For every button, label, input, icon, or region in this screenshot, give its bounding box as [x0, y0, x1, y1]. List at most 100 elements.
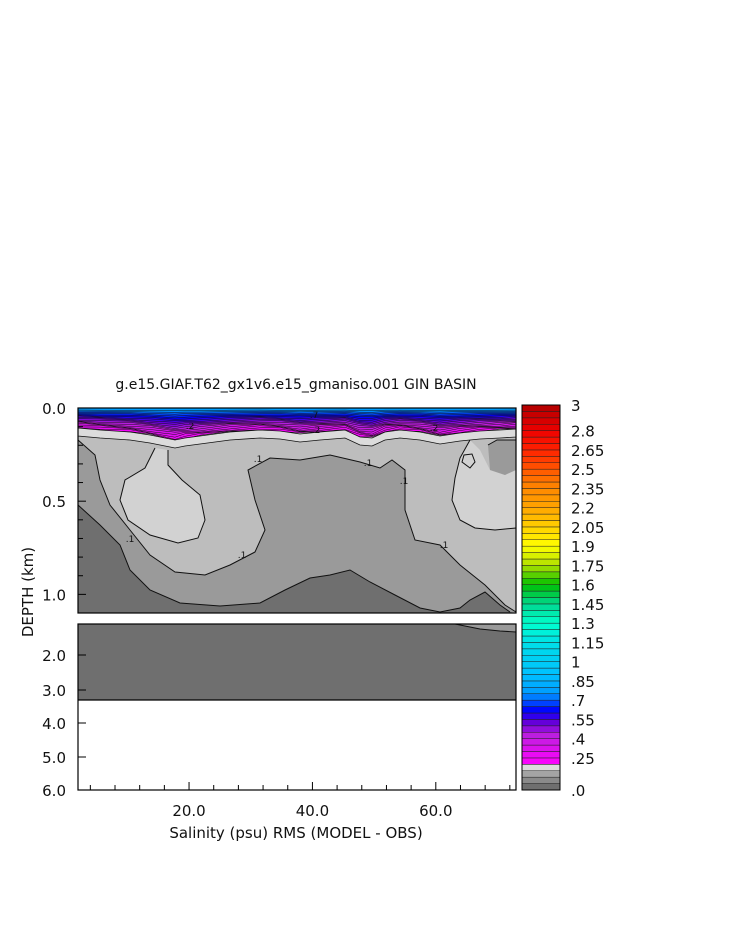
colorbar-swatch [521, 642, 561, 650]
colorbar-label: 1.15 [571, 634, 604, 652]
contour-labels: .7 .2 .2 .2 .1 .1 .1 .1 .1 .1 [126, 411, 449, 561]
colorbar-swatch [521, 488, 561, 496]
colorbar-label: 2.05 [571, 519, 604, 537]
colorbar-swatch [521, 764, 561, 771]
contour-label: .1 [400, 477, 409, 487]
colorbar-swatch [521, 513, 561, 521]
colorbar-swatch [521, 456, 561, 464]
colorbar-swatch [521, 417, 561, 425]
colorbar-swatch [521, 629, 561, 637]
colorbar-label: 1.9 [571, 538, 595, 556]
contour-region-mid [78, 440, 516, 612]
y-tick-label: 4.0 [42, 715, 66, 733]
colorbar-swatch [521, 635, 561, 643]
colorbar-swatch [521, 571, 561, 579]
colorbar-swatch [521, 565, 561, 573]
colorbar-swatch [521, 436, 561, 444]
colorbar-swatch [521, 744, 561, 752]
x-axis-label: Salinity (psu) RMS (MODEL - OBS) [169, 824, 422, 842]
colorbar-swatch [521, 494, 561, 502]
colorbar-swatch [521, 732, 561, 739]
colorbar-swatch [521, 462, 561, 470]
colorbar-swatch [521, 411, 561, 419]
colorbar-swatch [521, 558, 561, 566]
y-tick-label: 0.0 [42, 400, 66, 418]
y-tick-label: 0.5 [42, 493, 66, 511]
contour-label: .2 [186, 422, 195, 432]
contour-region-low [78, 505, 516, 613]
y-axis-label: DEPTH (km) [19, 547, 37, 637]
contour-label: .2 [312, 426, 321, 436]
colorbar-swatch [521, 584, 561, 592]
colorbar-swatch [521, 526, 561, 534]
contour-label: .7 [310, 411, 319, 421]
colorbar-swatch [521, 674, 561, 682]
colorbar-label: 2.65 [571, 442, 604, 460]
colorbar-swatch [521, 738, 561, 746]
colorbar-swatch [521, 501, 561, 508]
contour-region-light-patch [462, 454, 475, 468]
chart-title: g.e15.GIAF.T62_gx1v6.e15_gmaniso.001 GIN… [115, 377, 476, 393]
contour-region-mid-patch [488, 440, 516, 475]
colorbar-swatch [521, 424, 561, 431]
colorbar-swatch [521, 770, 561, 778]
colorbar-swatch [521, 590, 561, 598]
contour-label: .2 [430, 424, 439, 434]
contour-label: .1 [364, 459, 373, 469]
contour-label: .1 [440, 541, 449, 551]
y-tick-label: 2.0 [42, 647, 66, 665]
colorbar-swatch [521, 687, 561, 694]
colorbar-swatch [521, 603, 561, 611]
colorbar-swatch [521, 597, 561, 605]
colorbar-swatch [521, 520, 561, 528]
colorbar: 32.82.652.52.352.22.051.91.751.61.451.31… [521, 397, 604, 800]
colorbar-label: .25 [571, 750, 595, 768]
colorbar-swatch [521, 783, 561, 791]
colorbar-swatch [521, 545, 561, 553]
colorbar-label: .4 [571, 731, 585, 749]
colorbar-swatch [521, 578, 561, 585]
contour-label: .1 [254, 455, 263, 465]
colorbar-label: .7 [571, 692, 585, 710]
colorbar-swatch [521, 648, 561, 656]
colorbar-swatch [521, 616, 561, 624]
colorbar-label: .85 [571, 673, 595, 691]
contour-lines [77, 439, 517, 613]
colorbar-swatch [521, 725, 561, 733]
upper-panel: .7 .2 .2 .2 .1 .1 .1 .1 .1 .1 [77, 407, 517, 614]
surface-band [77, 407, 517, 449]
colorbar-swatch [521, 533, 561, 540]
y-tick-label: 1.0 [42, 586, 66, 604]
y-tick-label: 5.0 [42, 749, 66, 767]
colorbar-swatch [521, 468, 561, 476]
colorbar-swatch [521, 661, 561, 669]
colorbar-swatch [521, 507, 561, 515]
colorbar-swatch [521, 655, 561, 662]
colorbar-label: 1.75 [571, 557, 604, 575]
colorbar-swatch [521, 430, 561, 438]
colorbar-swatch [521, 610, 561, 617]
colorbar-swatch [521, 706, 561, 714]
colorbar-swatch [521, 757, 561, 765]
colorbar-label: 1.3 [571, 615, 595, 633]
x-tick-label: 20.0 [172, 802, 205, 820]
colorbar-swatch [521, 481, 561, 489]
colorbar-swatch [521, 667, 561, 675]
colorbar-label: 2.2 [571, 500, 595, 518]
colorbar-swatch [521, 449, 561, 457]
colorbar-swatch [521, 475, 561, 483]
colorbar-swatch [521, 712, 561, 720]
colorbar-swatch [521, 552, 561, 560]
y-tick-label: 6.0 [42, 782, 66, 800]
colorbar-swatch [521, 443, 561, 451]
x-tick-label: 40.0 [296, 802, 329, 820]
colorbar-swatch [521, 699, 561, 707]
colorbar-swatch [521, 404, 561, 412]
colorbar-swatch [521, 539, 561, 547]
colorbar-label: .0 [571, 782, 585, 800]
colorbar-swatch [521, 622, 561, 630]
surface-contour-layer [77, 407, 517, 411]
colorbar-label: 1.45 [571, 596, 604, 614]
y-tick-label: 3.0 [42, 682, 66, 700]
